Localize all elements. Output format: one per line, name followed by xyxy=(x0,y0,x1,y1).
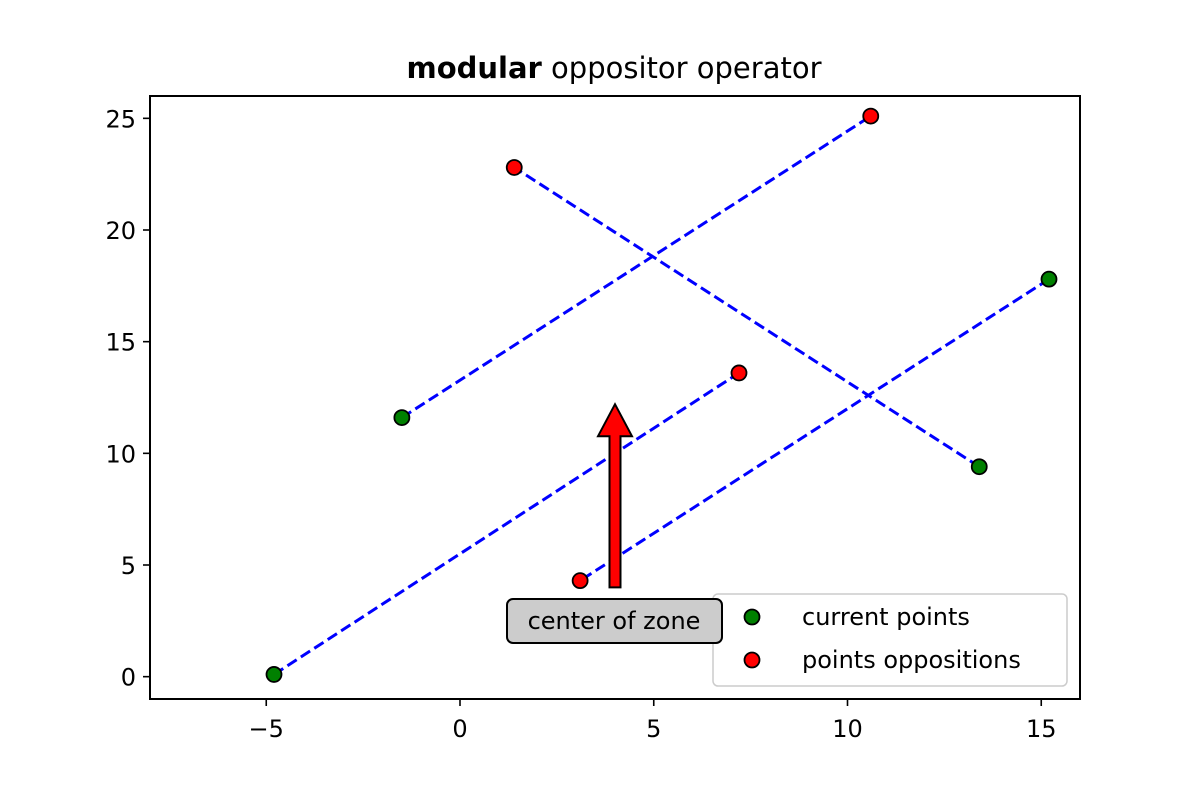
x-tick-label: −5 xyxy=(249,715,284,743)
legend-label: current points xyxy=(802,603,970,631)
x-tick-label: 0 xyxy=(452,715,467,743)
connection-line xyxy=(401,114,872,419)
legend-marker xyxy=(743,608,761,626)
connection-line xyxy=(579,277,1050,582)
chart-title: modular oppositor operator xyxy=(406,51,821,85)
opposition-point-marker xyxy=(571,572,589,590)
opposition-point-marker xyxy=(730,364,748,382)
x-tick-label: 5 xyxy=(646,715,661,743)
connection-line xyxy=(513,166,981,468)
current-point-marker xyxy=(393,409,411,427)
y-tick-label: 5 xyxy=(121,552,136,580)
chart-title-rest: oppositor operator xyxy=(542,51,822,85)
annotation-box xyxy=(506,598,723,644)
annotation: center of zone xyxy=(506,598,723,644)
y-tick-label: 25 xyxy=(105,105,136,133)
opposition-point-marker xyxy=(862,107,880,125)
annotation-arrow xyxy=(596,402,634,589)
chart-title-bold: modular xyxy=(406,51,542,85)
axes-frame xyxy=(149,95,1081,700)
opposition-point-marker xyxy=(505,159,523,176)
legend-label: points oppositions xyxy=(802,646,1021,674)
connection-line xyxy=(273,371,740,676)
x-tick-label: 10 xyxy=(832,715,863,743)
y-tick-label: 0 xyxy=(121,664,136,692)
current-point-marker xyxy=(970,458,988,476)
current-point-marker xyxy=(1040,270,1058,288)
plot-area: −5 0 5 10 15 0 5 10 15 20 25 current points points o… xyxy=(105,95,1081,743)
y-tick-label: 10 xyxy=(105,440,136,468)
legend: current points points oppositions xyxy=(712,593,1068,687)
y-tick-label: 15 xyxy=(105,329,136,357)
current-point-marker xyxy=(265,666,283,683)
legend-marker xyxy=(743,651,761,669)
y-tick-label: 20 xyxy=(105,217,136,245)
x-tick-label: 15 xyxy=(1026,715,1057,743)
annotation-label: center of zone xyxy=(528,607,701,635)
